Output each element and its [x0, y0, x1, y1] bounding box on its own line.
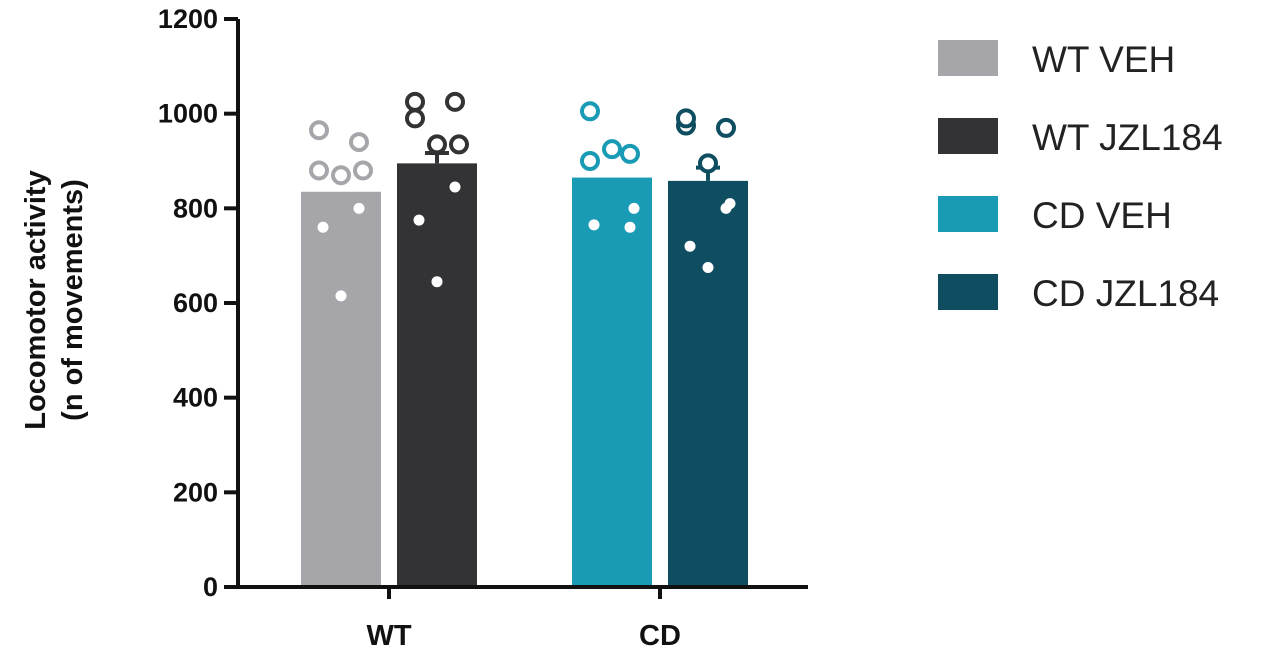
data-point: [602, 139, 622, 160]
data-point: [720, 202, 732, 214]
x-category-label: WT: [366, 620, 411, 651]
y-tick-label: 800: [173, 193, 218, 223]
bar-wt-veh: [301, 191, 381, 587]
data-point: [620, 143, 640, 164]
y-tick-label: 600: [173, 288, 218, 318]
y-axis-title: Locomotor activity (n of movements): [20, 170, 89, 429]
legend-label: WT VEH: [1032, 39, 1175, 80]
y-tick-label: 0: [203, 572, 218, 602]
y-tick-label: 400: [173, 383, 218, 413]
data-point: [449, 181, 461, 193]
data-point: [309, 120, 329, 141]
legend-label: CD VEH: [1032, 195, 1172, 236]
legend-swatch: [938, 40, 998, 76]
data-point: [353, 202, 365, 214]
data-point: [431, 276, 443, 288]
data-point: [588, 219, 600, 231]
data-point: [580, 101, 600, 122]
data-point: [405, 91, 425, 112]
legend-label: WT JZL184: [1032, 117, 1223, 158]
data-point: [427, 134, 447, 155]
bars-layer: [301, 163, 748, 588]
y-axis-title-line-2: (n of movements): [57, 179, 89, 421]
data-point: [449, 134, 469, 155]
legend-label: CD JZL184: [1032, 273, 1219, 314]
data-point: [353, 160, 373, 181]
data-point: [413, 214, 425, 226]
data-point: [317, 221, 329, 233]
data-points-layer: [309, 91, 736, 302]
y-tick-label: 200: [173, 477, 218, 507]
data-point: [309, 160, 329, 181]
data-point: [580, 151, 600, 171]
data-point: [331, 165, 351, 186]
legend-swatch: [938, 118, 998, 154]
y-tick-label: 1000: [158, 99, 218, 129]
legend-swatch: [938, 274, 998, 310]
bar-cd-jzl184: [668, 180, 748, 587]
legend: WT VEH WT JZL184 CD VEH CD JZL184: [938, 39, 1223, 314]
data-point: [716, 117, 736, 138]
y-tick-label: 1200: [158, 4, 218, 34]
data-point: [628, 202, 640, 214]
data-point: [624, 221, 636, 233]
x-category-label: CD: [639, 620, 681, 651]
y-axis-title-line-1: Locomotor activity: [20, 170, 52, 429]
data-point: [335, 290, 347, 302]
data-point: [698, 153, 718, 174]
data-point: [676, 108, 696, 129]
bar-cd-veh: [572, 177, 652, 588]
data-point: [702, 262, 714, 273]
legend-swatch: [938, 196, 998, 232]
data-point: [684, 240, 696, 252]
axes-layer: 0 200 400 600 800 1000 1200 WT CD: [158, 4, 808, 652]
data-point: [405, 108, 425, 129]
bar-wt-jzl184: [397, 163, 477, 587]
data-point: [349, 132, 369, 153]
data-point: [445, 91, 465, 112]
